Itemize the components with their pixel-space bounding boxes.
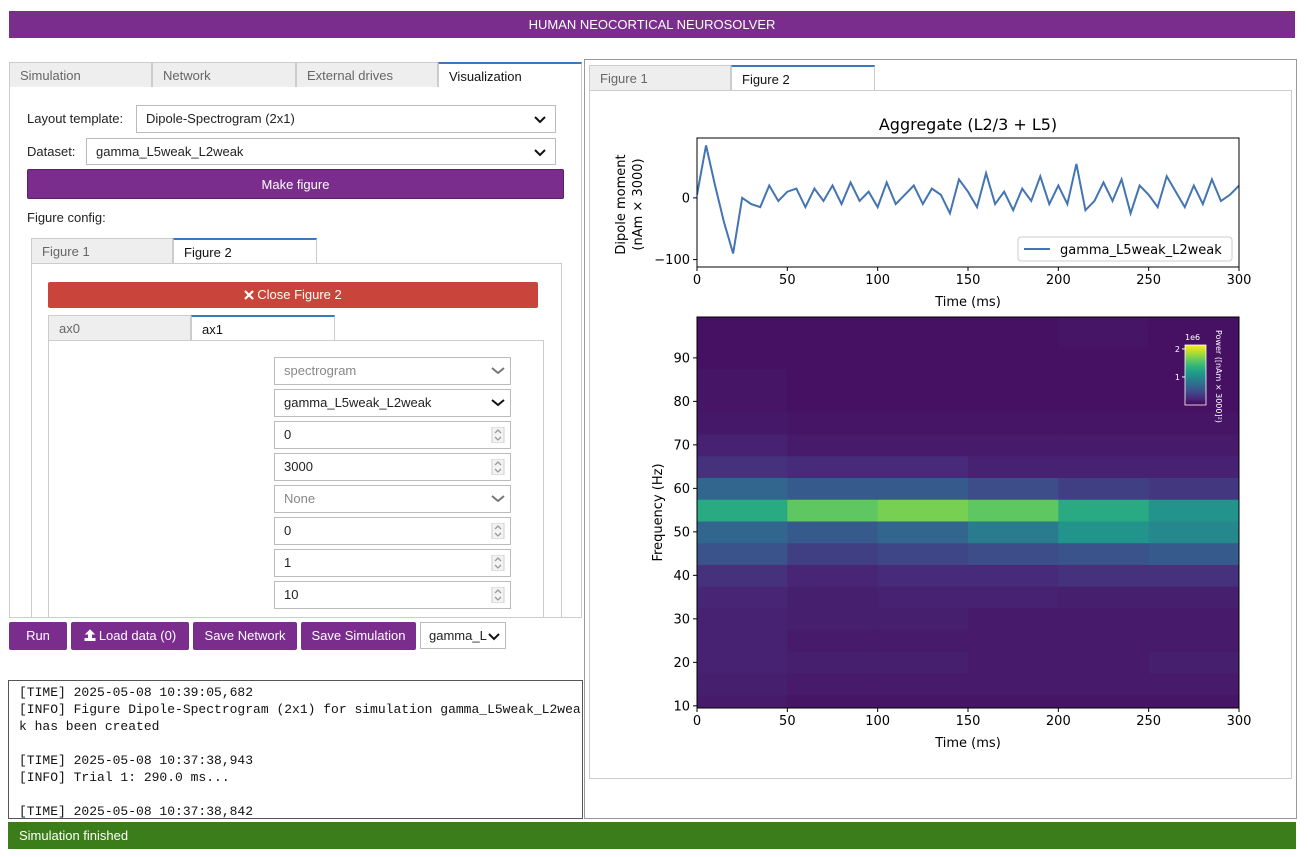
tab[interactable]: Figure 2 [731, 65, 875, 91]
select-input[interactable]: spectrogram [274, 357, 511, 385]
figure-area [589, 90, 1292, 779]
close-label: Close Figure 2 [257, 287, 342, 302]
log-panel: [TIME] 2025-05-08 10:39:05,682 [INFO] Fig… [8, 680, 583, 819]
tab[interactable]: Figure 1 [31, 238, 173, 264]
field-value: spectrogram [284, 363, 357, 378]
layout-label: Layout template: [27, 111, 124, 126]
field-value: 0 [284, 427, 292, 442]
tab[interactable]: ax1 [191, 315, 335, 341]
close-icon [244, 290, 254, 300]
ax-tab-panel [48, 340, 544, 617]
select-input[interactable]: None [274, 485, 511, 513]
log-line: [INFO] Trial 1: 290.0 ms... [19, 770, 230, 785]
log-entry: [TIME] 2025-05-08 10:39:05,682 [INFO] Fig… [19, 684, 582, 735]
tab[interactable]: Visualization [438, 62, 582, 88]
number-input[interactable]: 3000 [274, 453, 511, 481]
log-entry: [TIME] 2025-05-08 10:37:38,842 [19, 803, 582, 819]
save-network-button[interactable]: Save Network [193, 622, 297, 650]
run-button[interactable]: Run [9, 622, 67, 650]
layout-value: Dipole-Spectrogram (2x1) [146, 111, 295, 126]
chevron [491, 495, 505, 503]
figure-panel [584, 59, 1297, 819]
tab[interactable]: Figure 1 [589, 65, 731, 91]
select-input[interactable]: gamma_L5weak_L2weak [274, 389, 511, 417]
field-value: 0 [284, 523, 292, 538]
field-value: 3000 [284, 459, 313, 474]
number-input[interactable]: 0 [274, 517, 511, 545]
status-bar: Simulation finished [8, 822, 1296, 849]
number-input[interactable]: 0 [274, 421, 511, 449]
log-line: [INFO] Figure Dipole-Spectrogram (2x1) f… [19, 702, 581, 734]
log-line: [TIME] 2025-05-08 10:37:38,943 [19, 753, 254, 768]
close-figure-button[interactable]: Close Figure 2 [48, 282, 538, 308]
load-data-button[interactable]: Load data (0) [71, 622, 189, 650]
spinner [491, 459, 505, 475]
tab[interactable]: Network [152, 62, 296, 88]
chevron [534, 116, 546, 124]
visualization-panel: Layout template: Dipole-Spectrogram (2x1… [9, 87, 582, 618]
field-value: gamma_L5weak_L2weak [284, 395, 432, 410]
log-line: [TIME] 2025-05-08 10:39:05,682 [19, 685, 254, 700]
chevron [534, 149, 546, 157]
make-figure-button[interactable]: Make figure [27, 169, 564, 199]
dataset-select[interactable]: gamma_L5weak_L2weak [86, 138, 556, 165]
spinner [491, 587, 505, 603]
tab[interactable]: Figure 2 [173, 238, 317, 264]
figure-config-label: Figure config: [27, 210, 106, 225]
dataset-label: Dataset: [27, 144, 76, 159]
simulation-select[interactable]: gamma_L [420, 622, 506, 649]
spinner [491, 555, 505, 571]
tab[interactable]: ax0 [48, 315, 191, 341]
load-data-label: Load data (0) [98, 628, 177, 643]
number-input[interactable]: 10 [274, 581, 511, 609]
field-value: None [284, 491, 316, 506]
save-simulation-button[interactable]: Save Simulation [301, 622, 416, 650]
spinner [491, 523, 505, 539]
chevron [491, 367, 505, 375]
layout-select[interactable]: Dipole-Spectrogram (2x1) [136, 105, 556, 133]
upload-icon [84, 629, 96, 641]
field-value: 1 [284, 555, 292, 570]
figure-tab-panel [31, 263, 562, 617]
tab[interactable]: Simulation [9, 62, 152, 88]
number-input[interactable]: 1 [274, 549, 511, 577]
tab[interactable]: External drives [296, 62, 438, 88]
spinner [491, 427, 505, 443]
field-value: 10 [284, 587, 299, 602]
log-line: [TIME] 2025-05-08 10:37:38,842 [19, 804, 254, 819]
simulation-select-value: gamma_L [429, 628, 487, 643]
log-entry: [TIME] 2025-05-08 10:37:38,943 [INFO] Tri… [19, 752, 582, 786]
chevron [491, 399, 505, 407]
chevron [488, 633, 500, 641]
dataset-value: gamma_L5weak_L2weak [96, 144, 244, 159]
app-header: HUMAN NEOCORTICAL NEUROSOLVER [9, 11, 1295, 38]
